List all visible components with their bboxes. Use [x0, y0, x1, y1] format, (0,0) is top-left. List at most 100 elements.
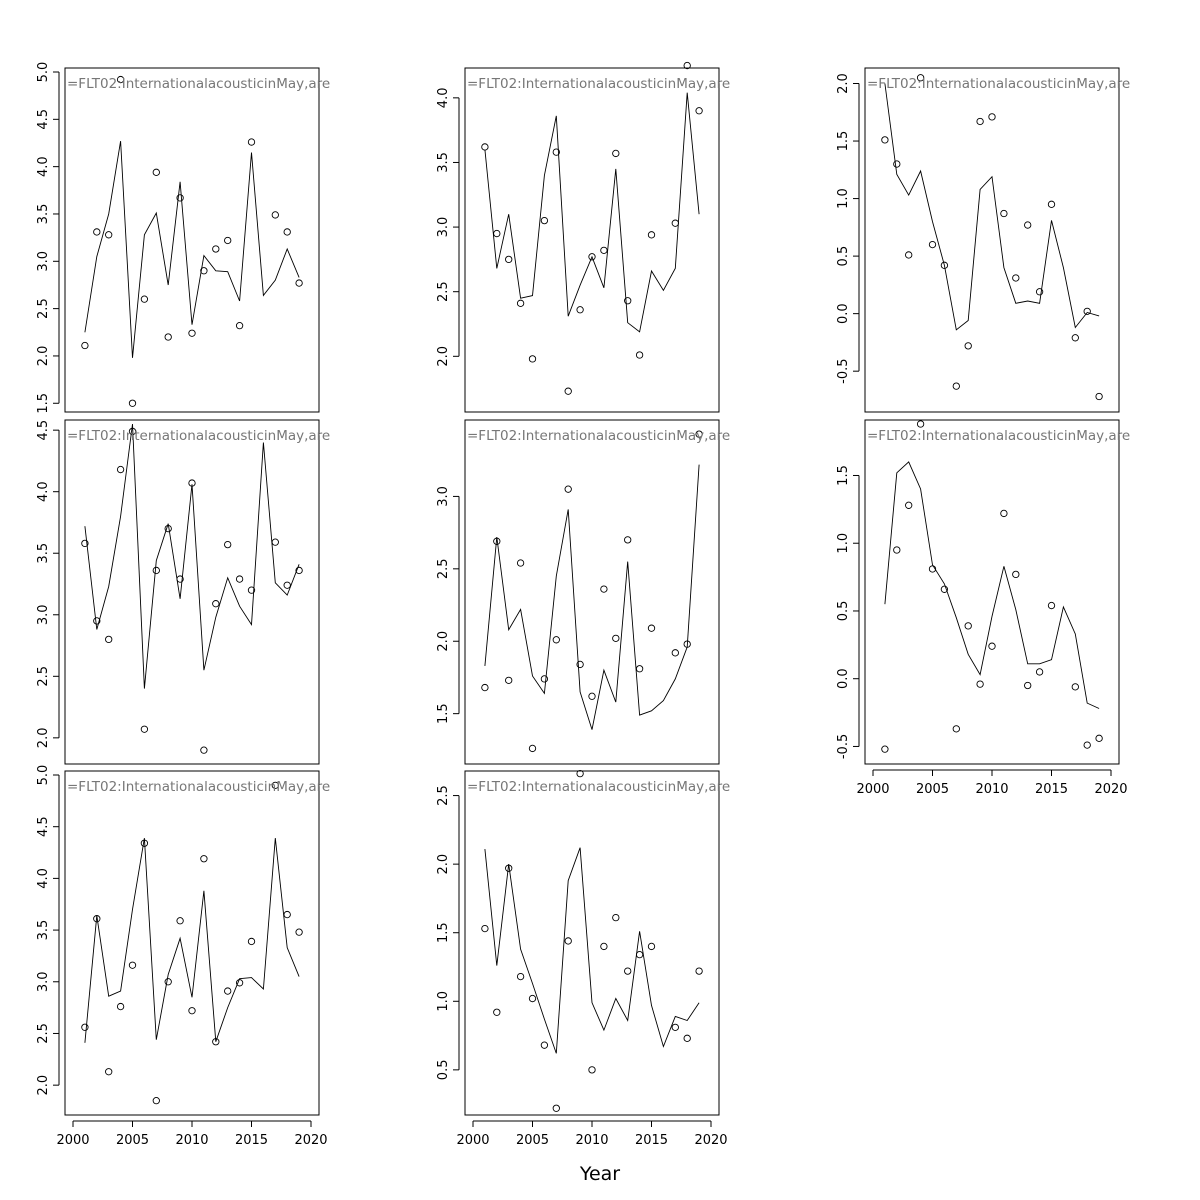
observed-point — [116, 465, 125, 474]
observed-point — [564, 937, 572, 945]
y-tick-label: 2.5 — [436, 785, 451, 806]
y-tick-label: -0.5 — [836, 734, 851, 759]
x-tick-label: 2020 — [694, 1133, 727, 1148]
y-tick-label: 2.5 — [436, 558, 451, 579]
observed-point — [1012, 570, 1020, 579]
observed-point — [928, 565, 937, 573]
observed-point — [576, 660, 584, 669]
observed-point — [481, 143, 489, 151]
observed-point — [81, 1023, 89, 1031]
observed-point — [188, 329, 196, 337]
panel-title: =FLT02:InternationalacousticinMay,are — [867, 428, 1130, 444]
observed-point — [200, 267, 208, 275]
observed-point — [1071, 334, 1079, 342]
observed-point — [93, 228, 101, 236]
observed-point — [683, 1034, 691, 1042]
observed-point — [271, 211, 279, 219]
observed-point — [635, 351, 644, 359]
y-tick-label: 3.0 — [36, 251, 51, 272]
observed-point — [588, 692, 596, 700]
observed-point — [1024, 221, 1032, 229]
observed-point — [481, 924, 489, 933]
y-tick-label: 1.5 — [36, 393, 51, 414]
observed-point — [516, 559, 525, 567]
observed-point — [1000, 209, 1008, 218]
observed-point — [93, 915, 101, 923]
observed-point — [552, 636, 560, 644]
observed-point — [235, 979, 244, 987]
observed-point — [683, 61, 691, 70]
observed-point — [881, 745, 889, 753]
observed-point — [905, 501, 913, 509]
observed-point — [295, 928, 303, 936]
y-tick-label: 1.0 — [836, 533, 851, 554]
observed-point — [952, 382, 960, 390]
observed-point — [928, 240, 937, 249]
fitted-series-line — [484, 847, 700, 1054]
observed-point — [576, 306, 584, 314]
plot-frame — [464, 419, 720, 765]
panel-1: 1.5 2.0 2.5 3.0 3.5 4.0 4.5 5.0 =FLT02:Internati… — [36, 62, 330, 414]
observed-point — [612, 913, 620, 922]
y-tick-label: 2.5 — [36, 298, 51, 319]
y-tick-label: 1.0 — [836, 188, 851, 209]
y-tick-label: 2.0 — [36, 728, 51, 749]
observed-point — [128, 399, 137, 407]
observed-point — [952, 725, 960, 733]
observed-point — [212, 1038, 220, 1046]
x-tick-label: 2010 — [575, 1133, 608, 1148]
panel-5: 1.5 2.0 2.5 3.0 =FLT02:Internationalacoustic… — [436, 419, 730, 765]
y-tick-label: -0.5 — [836, 358, 851, 383]
observed-point — [247, 937, 256, 946]
observed-point — [552, 1104, 560, 1112]
observed-point — [916, 74, 925, 82]
observed-point — [1047, 601, 1056, 610]
x-tick-label: 2015 — [1035, 782, 1068, 797]
observed-point — [940, 585, 949, 593]
observed-point — [516, 972, 525, 981]
x-tick-label: 2015 — [635, 1133, 668, 1148]
y-tick-label: 1.5 — [836, 131, 851, 152]
panel-4: 2.0 2.5 3.0 3.5 4.0 4.5 =FLT02:Internationalac… — [36, 419, 330, 765]
observed-point — [881, 136, 889, 144]
y-tick-label: 1.5 — [836, 465, 851, 486]
observed-point — [695, 107, 703, 115]
panel-title: =FLT02:InternationalacousticinMay,are — [467, 76, 730, 92]
observed-point — [1083, 741, 1091, 749]
observed-point — [128, 961, 137, 969]
y-tick-label: 3.5 — [436, 152, 451, 173]
observed-point — [271, 538, 279, 546]
y-tick-label: 3.5 — [36, 204, 51, 225]
observed-point — [552, 148, 560, 156]
y-tick-label: 5.0 — [36, 765, 51, 786]
fitted-series-line — [884, 461, 1100, 709]
observed-point — [176, 194, 184, 202]
panel-8: 0.5 1.0 1.5 2.0 2.5 2000 2005 2010 2015 2020 =FLT0… — [436, 769, 730, 1148]
panel-2: 2.0 2.5 3.0 3.5 4.0 =FLT02:Internationalacous… — [436, 61, 730, 413]
plot-frame — [64, 67, 320, 413]
plot-frame — [864, 67, 1120, 413]
observed-point — [1083, 307, 1091, 315]
y-tick-label: 0.5 — [836, 601, 851, 622]
y-tick-label: 1.0 — [436, 991, 451, 1012]
observed-point — [152, 1097, 160, 1105]
y-tick-label: 3.5 — [36, 920, 51, 941]
observed-point — [647, 624, 656, 632]
observed-point — [116, 1002, 125, 1011]
observed-point — [624, 967, 632, 975]
observed-point — [493, 229, 501, 238]
observed-point — [528, 994, 537, 1003]
observed-point — [635, 951, 644, 959]
panel-6: -0.5 0.0 0.5 1.0 1.5 2000 2005 2010 2015 2020 =FLT… — [836, 419, 1130, 797]
observed-point — [612, 149, 620, 158]
y-tick-label: 4.5 — [36, 109, 51, 130]
observed-point — [212, 600, 220, 608]
panel-title: =FLT02:InternationalacousticinMay,are — [67, 428, 330, 444]
observed-point — [188, 479, 196, 487]
observed-point — [916, 420, 925, 428]
observed-point — [493, 537, 501, 545]
fitted-series-line — [84, 423, 300, 689]
observed-point — [588, 253, 596, 261]
y-tick-label: 2.5 — [36, 666, 51, 687]
observed-point — [540, 216, 549, 225]
